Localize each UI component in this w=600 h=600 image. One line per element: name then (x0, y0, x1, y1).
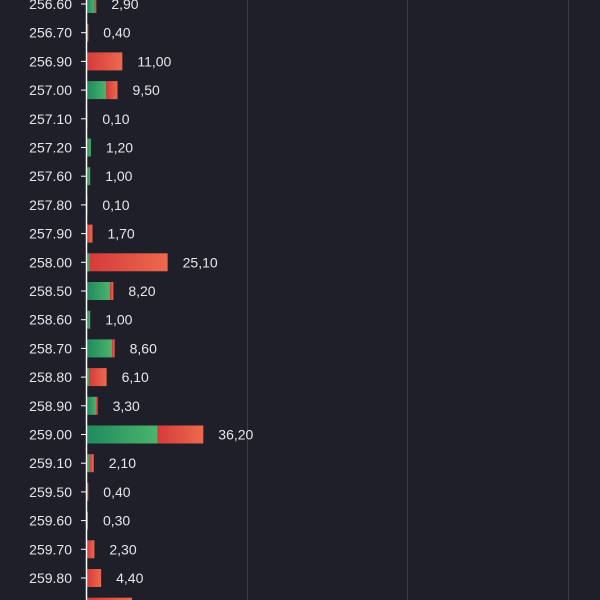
price-tick-label: 257.10 (29, 111, 72, 127)
sell-volume-bar (87, 224, 93, 243)
buy-volume-bar (87, 396, 96, 415)
buy-volume-bar (87, 339, 113, 358)
buy-volume-bar (87, 368, 89, 387)
sell-volume-bar (112, 339, 115, 358)
buy-volume-bar (87, 138, 91, 157)
sell-volume-bar (87, 52, 123, 71)
volume-value-label: 0,30 (103, 513, 130, 529)
volume-value-label: 2,30 (109, 541, 136, 557)
price-tick-label: 258.50 (29, 283, 72, 299)
volume-value-label: 1,00 (105, 168, 132, 184)
volume-value-label: 3,30 (113, 398, 140, 414)
price-tick-label: 258.70 (29, 340, 72, 356)
price-tick-label: 258.80 (29, 369, 72, 385)
sell-volume-bar (95, 396, 98, 415)
bars (87, 0, 204, 600)
price-tick-label: 256.70 (29, 25, 72, 41)
price-tick-label: 258.60 (29, 312, 72, 328)
sell-volume-bar (88, 368, 107, 387)
volume-value-label: 2,90 (111, 0, 138, 12)
price-tick-label: 257.80 (29, 197, 72, 213)
labels: 256.60 2,90 256.70 0,40 256.90 11,00 257.00 9,5… (29, 0, 253, 600)
sell-volume-bar (87, 482, 89, 501)
volume-value-label: 2,10 (109, 455, 136, 471)
price-tick-label: 258.90 (29, 398, 72, 414)
price-tick-label: 259.70 (29, 541, 72, 557)
sell-volume-bar (106, 81, 118, 100)
volume-value-label: 11,00 (137, 53, 171, 69)
sell-volume-bar (94, 0, 97, 13)
volume-value-label: 8,60 (130, 340, 157, 356)
price-tick-label: 256.90 (29, 53, 72, 69)
buy-volume-bar (87, 282, 111, 300)
grid-lines (247, 0, 569, 600)
volume-value-label: 25,10 (183, 254, 218, 270)
sell-volume-bar (89, 454, 94, 473)
price-tick-label: 258.00 (29, 254, 72, 270)
buy-volume-bar (87, 253, 90, 272)
volume-value-label: 4,40 (116, 570, 143, 586)
volume-value-label: 0,10 (102, 111, 129, 127)
volume-value-label: 36,20 (218, 427, 253, 443)
volume-value-label: 8,20 (128, 283, 155, 299)
sell-volume-bar (87, 23, 89, 42)
buy-volume-bar (87, 425, 158, 444)
volume-value-label: 1,20 (106, 140, 133, 156)
buy-volume-bar (87, 454, 90, 473)
price-tick-label: 257.90 (29, 226, 72, 242)
sell-volume-bar (87, 597, 132, 600)
price-tick-label: 259.50 (29, 484, 72, 500)
sell-volume-bar (87, 511, 88, 530)
sell-volume-bar (87, 540, 95, 559)
price-tick-label: 259.90 (29, 599, 72, 600)
buy-volume-bar (87, 167, 91, 186)
price-tick-label: 257.20 (29, 140, 72, 156)
price-tick-label: 257.00 (29, 82, 72, 98)
volume-value-label: 0,10 (102, 197, 129, 213)
buy-volume-bar (87, 310, 91, 329)
volume-value-label: 1,70 (107, 226, 134, 242)
sell-volume-bar (110, 282, 114, 300)
volume-value-label: 1,00 (105, 312, 132, 328)
volume-value-label: 0,40 (103, 484, 130, 500)
price-tick-label: 256.60 (29, 0, 72, 12)
sell-volume-bar (89, 253, 168, 272)
sell-volume-bar (87, 569, 102, 587)
volume-value-label: 0,40 (103, 25, 130, 41)
price-tick-label: 259.00 (29, 427, 72, 443)
price-tick-label: 259.10 (29, 455, 72, 471)
buy-volume-bar (87, 0, 95, 13)
buy-volume-bar (87, 81, 107, 100)
sell-volume-bar (157, 425, 204, 444)
price-tick-label: 259.60 (29, 513, 72, 529)
volume-value-label: 6,10 (122, 369, 149, 385)
price-tick-label: 257.60 (29, 168, 72, 184)
price-tick-label: 259.80 (29, 570, 72, 586)
volume-value-label: 9,50 (133, 82, 160, 98)
price-axis (81, 0, 88, 600)
